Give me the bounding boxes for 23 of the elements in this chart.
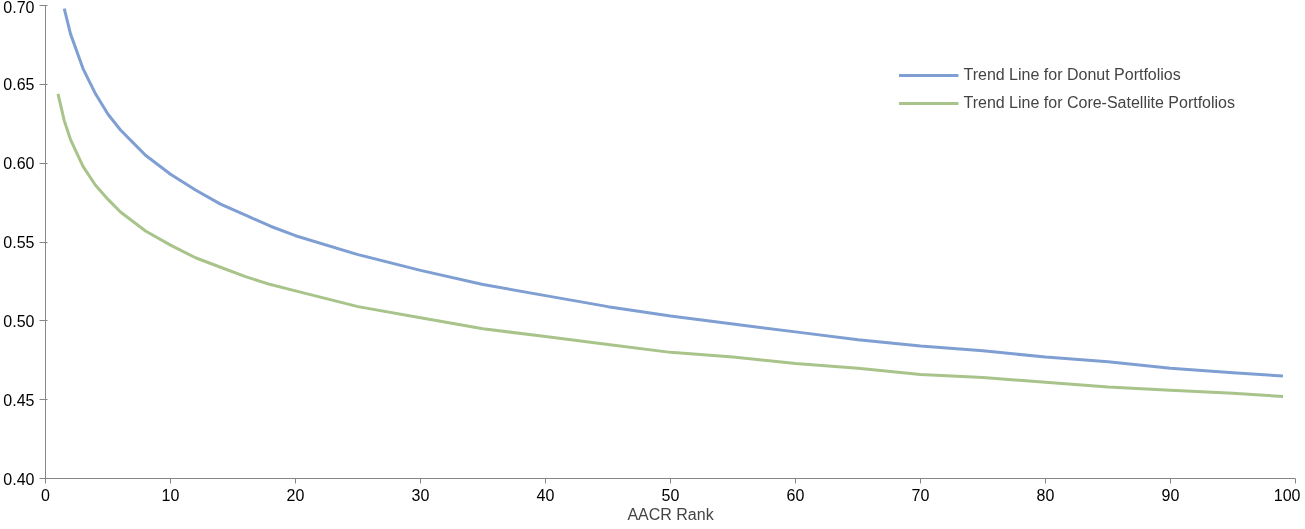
line-series: [62, 7, 1285, 378]
x-axis-title: AACR Rank: [627, 505, 715, 523]
y-tick-label: 0.60: [3, 155, 35, 173]
x-tick-label: 80: [1036, 486, 1055, 504]
legend-label: Trend Line for Core-Satellite Portfolios: [963, 94, 1235, 112]
y-tick-label: 0.65: [3, 76, 35, 94]
line-series: [56, 92, 1285, 399]
x-tick-label: 20: [286, 486, 305, 504]
y-tick-label: 0.45: [3, 391, 35, 409]
x-tick-label: 100: [1273, 486, 1301, 504]
x-tick-label: 40: [536, 486, 555, 504]
x-tick-label: 50: [661, 486, 680, 504]
y-tick-label: 0.70: [3, 0, 35, 16]
legend-label: Trend Line for Donut Portfolios: [963, 66, 1181, 84]
y-tick-label: 0.55: [3, 234, 35, 251]
x-tick-label: 60: [786, 486, 805, 504]
x-tick-label: 90: [1161, 486, 1180, 504]
x-tick-label: 10: [161, 486, 180, 504]
x-tick-label: 30: [411, 486, 430, 504]
y-tick-label: 0.40: [3, 470, 35, 488]
x-tick-label: 70: [911, 486, 930, 504]
y-tick-label: 0.50: [3, 312, 35, 330]
x-tick-label: 0: [41, 486, 51, 504]
